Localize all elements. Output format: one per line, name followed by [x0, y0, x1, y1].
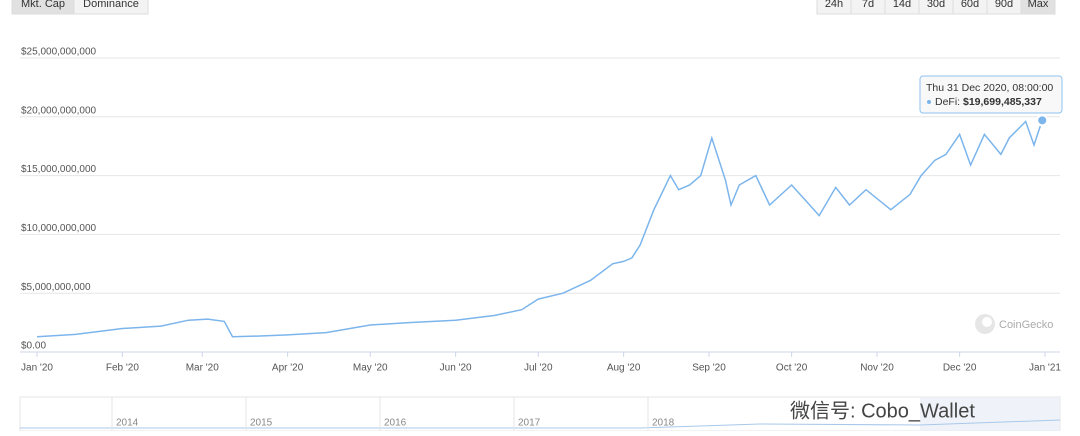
x-tick-label: Jan '20	[21, 363, 53, 374]
x-tick-label: Apr '20	[272, 363, 304, 374]
y-tick-label: $25,000,000,000	[21, 47, 97, 58]
left-buttons: Mkt. Cap Dominance	[11, 0, 149, 15]
y-tick-label: $0.00	[21, 341, 46, 352]
plot	[36, 114, 1049, 338]
tab-button[interactable]	[73, 0, 149, 15]
hover-point	[1036, 114, 1049, 127]
x-tick-label: Aug '20	[607, 363, 641, 374]
tab-button-label[interactable]: Dominance	[83, 0, 139, 10]
tooltip-value: $19,699,485,337	[963, 96, 1042, 108]
navigator-label: 2014	[116, 418, 139, 429]
y-tick-label: $15,000,000,000	[21, 164, 97, 175]
range-button[interactable]	[1020, 0, 1056, 15]
range-button-label[interactable]: 24h	[825, 0, 843, 10]
range-button-label[interactable]: Max	[1028, 0, 1049, 10]
navigator-label: 2016	[384, 418, 407, 429]
navigator-label: 2017	[518, 418, 541, 429]
watermark-text: CoinGecko	[999, 319, 1053, 331]
wechat-watermark: 微信号: Cobo_Wallet	[790, 399, 975, 422]
x-tick-label: Mar '20	[186, 363, 219, 374]
y-tick-label: $20,000,000,000	[21, 105, 97, 116]
x-tick-label: Nov '20	[860, 363, 894, 374]
range-button-label[interactable]: 7d	[862, 0, 874, 10]
tab-button-label[interactable]: Mkt. Cap	[21, 0, 65, 10]
y-tick-label: $5,000,000,000	[21, 282, 91, 293]
x-tick-label: Jun '20	[440, 363, 472, 374]
range-button-label[interactable]: 30d	[927, 0, 945, 10]
navigator: 2014 2015 2016 2017 2018	[19, 396, 1061, 432]
x-tick-label: Sep '20	[692, 363, 726, 374]
tooltip: Thu 31 Dec 2020, 08:00:00 DeFi: $19,699,…	[919, 75, 1063, 114]
x-tick-label: Jul '20	[524, 363, 553, 374]
navigator-label: 2015	[250, 418, 273, 429]
range-button-label[interactable]: 90d	[995, 0, 1013, 10]
y-tick-label: $10,000,000,000	[21, 223, 97, 234]
range-button-label[interactable]: 60d	[961, 0, 979, 10]
navigator-label: 2018	[652, 418, 675, 429]
x-tick-label: May '20	[353, 363, 388, 374]
tooltip-label: DeFi:	[935, 96, 960, 108]
x-tick-label: Oct '20	[776, 363, 808, 374]
x-tick-label: Jan '21	[1029, 363, 1061, 374]
watermark: CoinGecko	[975, 314, 1053, 334]
line-series	[36, 120, 1043, 338]
range-buttons: 24h 7d 14d 30d 60d 90d Max	[816, 0, 1056, 15]
range-button-label[interactable]: 14d	[893, 0, 911, 10]
tooltip-date: Thu 31 Dec 2020, 08:00:00	[926, 82, 1053, 94]
grid: $0.00 $5,000,000,000 $10,000,000,000 $15,00…	[20, 47, 1061, 374]
x-tick-label: Dec '20	[943, 363, 977, 374]
x-tick-label: Feb '20	[106, 363, 139, 374]
